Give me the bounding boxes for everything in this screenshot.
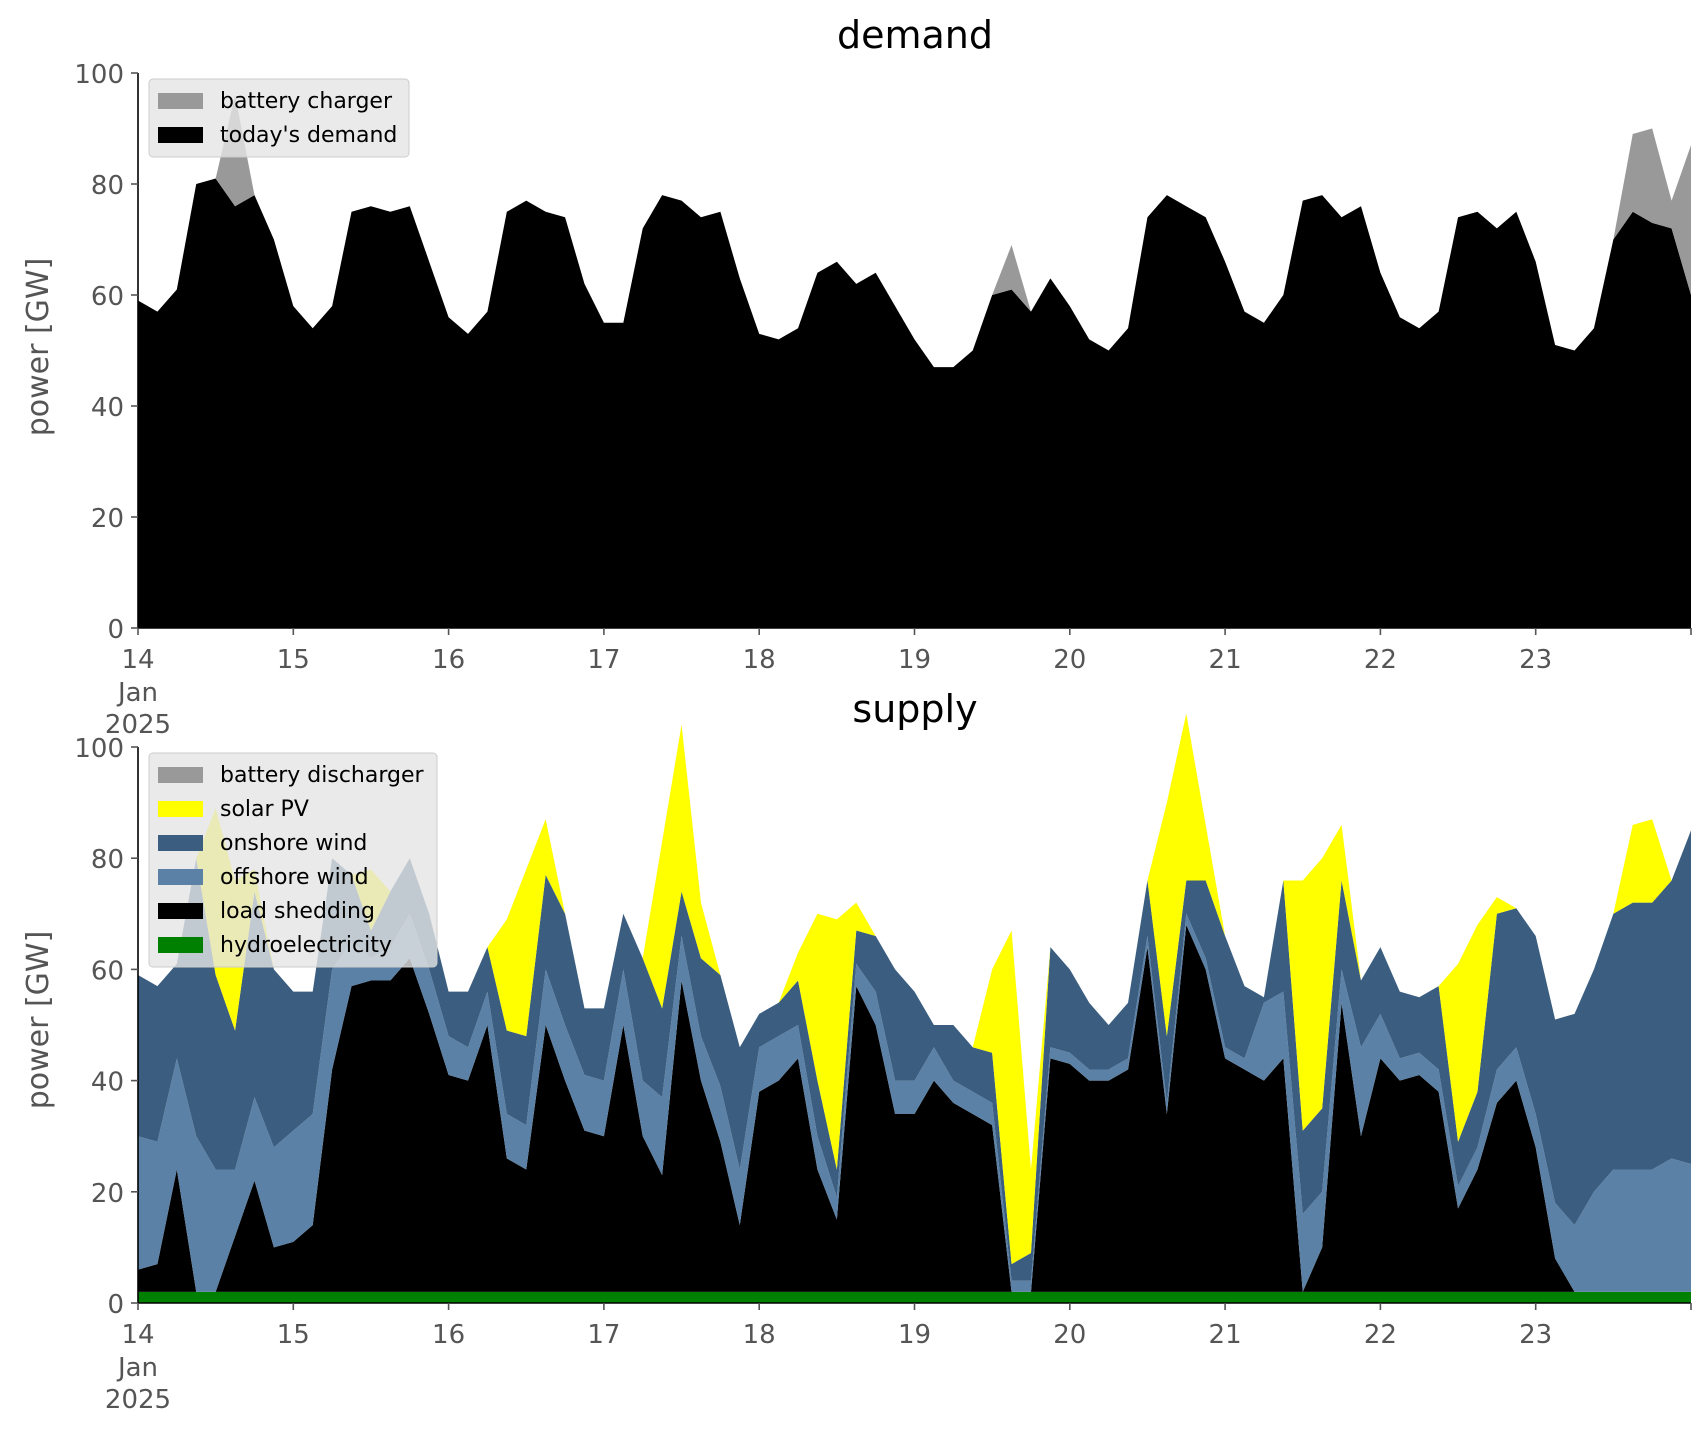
legend-swatch [158, 937, 203, 953]
x-tick-sublabel: Jan [116, 678, 158, 708]
legend-label: battery discharger [220, 763, 425, 788]
x-tick-label: 19 [898, 645, 931, 675]
x-tick-label: 16 [432, 1320, 465, 1350]
legend-swatch [158, 127, 203, 143]
x-tick-label: 23 [1519, 1320, 1552, 1350]
legend-box [148, 78, 410, 158]
x-tick-label: 14 [121, 645, 154, 675]
y-tick-label: 100 [74, 60, 124, 90]
legend-swatch [158, 869, 203, 885]
demand-y-axis-label: power [GW] [21, 258, 56, 437]
x-tick-label: 16 [432, 645, 465, 675]
supply-areas [138, 713, 1691, 1303]
y-tick-label: 20 [91, 1179, 124, 1209]
x-tick-label: 21 [1209, 645, 1242, 675]
area-hydroelectricity [138, 1291, 1691, 1303]
area-onshore-wind [138, 830, 1691, 1281]
demand-legend: battery charger today's demand [148, 78, 410, 158]
x-tick-label: 18 [743, 1320, 776, 1350]
x-tick-label: 15 [277, 645, 310, 675]
x-tick-label: 17 [587, 1320, 620, 1350]
area-offshore-wind [138, 913, 1691, 1292]
legend-swatch [158, 835, 203, 851]
x-tick-label: 23 [1519, 645, 1552, 675]
x-tick-sublabel: 2025 [105, 710, 171, 740]
x-tick-label: 15 [277, 1320, 310, 1350]
legend-box [148, 752, 438, 968]
supply-title: supply [852, 687, 977, 731]
supply-legend: battery discharger solar PV onshore wind of… [148, 752, 438, 968]
y-tick-label: 40 [91, 393, 124, 423]
area-load-shedding [138, 924, 1691, 1292]
legend-label: offshore wind [220, 865, 369, 890]
x-tick-label: 19 [898, 1320, 931, 1350]
y-tick-label: 0 [107, 1290, 124, 1320]
demand-areas [138, 95, 1691, 628]
y-tick-label: 60 [91, 282, 124, 312]
legend-label: today's demand [220, 123, 397, 148]
y-tick-label: 20 [91, 504, 124, 534]
x-tick-label: 17 [587, 645, 620, 675]
y-tick-label: 80 [91, 171, 124, 201]
legend-label: solar PV [220, 797, 309, 822]
supply-chart: supply power [GW] 02040608010014Jan20251… [21, 687, 1692, 1415]
y-tick-label: 0 [107, 615, 124, 645]
x-tick-label: 18 [743, 645, 776, 675]
x-tick-sublabel: 2025 [105, 1385, 171, 1415]
y-tick-label: 60 [91, 956, 124, 986]
area-today-s-demand [138, 178, 1691, 628]
y-tick-label: 40 [91, 1068, 124, 1098]
y-tick-label: 100 [74, 734, 124, 764]
x-tick-label: 22 [1364, 1320, 1397, 1350]
legend-swatch [158, 801, 203, 817]
legend-swatch [158, 93, 203, 109]
x-tick-label: 20 [1053, 645, 1086, 675]
x-tick-sublabel: Jan [116, 1353, 158, 1383]
supply-y-axis-label: power [GW] [21, 931, 56, 1110]
y-tick-label: 80 [91, 845, 124, 875]
x-tick-label: 22 [1364, 645, 1397, 675]
x-tick-label: 21 [1209, 1320, 1242, 1350]
legend-swatch [158, 903, 203, 919]
legend-label: load shedding [220, 899, 375, 924]
x-tick-label: 20 [1053, 1320, 1086, 1350]
x-tick-label: 14 [121, 1320, 154, 1350]
demand-title: demand [837, 13, 993, 57]
legend-label: battery charger [220, 89, 393, 114]
area-solar-pv [138, 713, 1691, 1265]
legend-label: onshore wind [220, 831, 367, 856]
legend-label: hydroelectricity [220, 933, 392, 958]
legend-swatch [158, 767, 203, 783]
